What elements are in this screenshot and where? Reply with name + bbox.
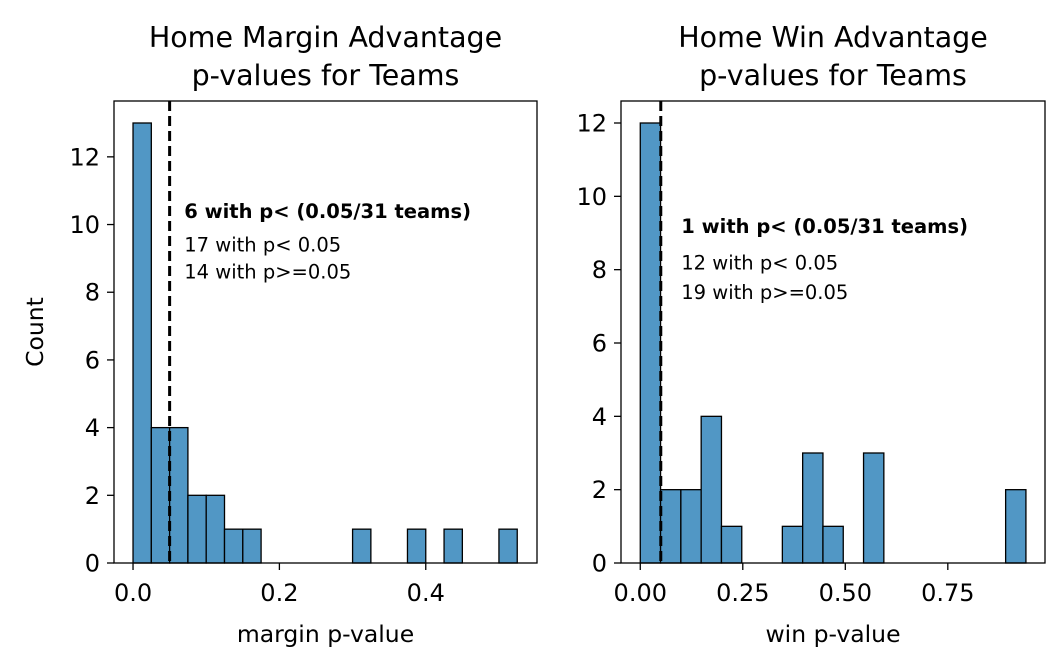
annotation-text: 19 with p>=0.05: [681, 281, 848, 304]
x-tick-label: 0.0: [114, 579, 152, 607]
chart-title: Home Margin Advantage: [149, 21, 502, 54]
y-tick-label: 6: [592, 330, 607, 358]
y-tick-label: 4: [85, 414, 100, 442]
histogram-bar: [151, 428, 169, 563]
annotation-text: 12 with p< 0.05: [681, 252, 838, 275]
y-tick-label: 2: [85, 482, 100, 510]
histogram-bar: [721, 526, 741, 563]
chart-title: p-values for Teams: [699, 59, 967, 92]
histogram-bar: [701, 416, 721, 563]
y-tick-label: 0: [85, 550, 100, 578]
chart-title: p-values for Teams: [192, 59, 460, 92]
y-axis-label: Count: [21, 297, 49, 367]
x-tick-label: 0.25: [716, 579, 769, 607]
y-tick-label: 8: [85, 279, 100, 307]
x-tick-label: 0.2: [260, 579, 298, 607]
y-tick-label: 10: [576, 183, 607, 211]
histogram-bar: [206, 495, 224, 563]
chart-title: Home Win Advantage: [678, 21, 988, 54]
x-tick-label: 0.50: [819, 579, 872, 607]
histogram-bar: [170, 428, 188, 563]
annotation-text: 6 with p< (0.05/31 teams): [184, 200, 471, 223]
y-tick-label: 12: [576, 110, 607, 138]
histogram-bar: [225, 529, 243, 563]
histogram-bar: [782, 526, 802, 563]
x-tick-label: 0.75: [921, 579, 974, 607]
y-tick-label: 12: [69, 143, 100, 171]
chart-panel-1: 0.0 0.2 0.4 0 2 4 6 8 10 12 Home Margin Advantage p…: [21, 21, 537, 648]
histogram-bar: [803, 453, 823, 563]
histogram-bar: [188, 495, 206, 563]
histogram-bar: [499, 529, 517, 563]
histogram-bar: [681, 490, 701, 563]
annotation-text: 1 with p< (0.05/31 teams): [681, 215, 968, 238]
x-axis-label: win p-value: [765, 620, 900, 648]
y-tick-label: 2: [592, 476, 607, 504]
histogram-bar: [444, 529, 462, 563]
y-tick-label: 0: [592, 550, 607, 578]
x-tick-label: 0.4: [407, 579, 445, 607]
x-axis-label: margin p-value: [237, 620, 414, 648]
x-tick-label: 0.00: [614, 579, 667, 607]
histogram-bar: [1006, 490, 1026, 563]
histogram-bar: [133, 123, 151, 563]
y-tick-label: 8: [592, 256, 607, 284]
annotation-text: 17 with p< 0.05: [184, 234, 341, 257]
chart-panel-2: 0.00 0.25 0.50 0.75 0 2 4 6 8 10 12 Home Win Advant…: [576, 21, 1045, 648]
y-tick-label: 6: [85, 346, 100, 374]
histogram-bar: [661, 490, 681, 563]
annotation-text: 14 with p>=0.05: [184, 261, 351, 284]
histogram-bar: [640, 123, 660, 563]
histogram-bar: [823, 526, 843, 563]
histogram-bar: [243, 529, 261, 563]
y-tick-label: 4: [592, 403, 607, 431]
y-tick-label: 10: [69, 211, 100, 239]
histogram-bar: [864, 453, 884, 563]
histogram-bar: [407, 529, 425, 563]
histogram-bar: [353, 529, 371, 563]
